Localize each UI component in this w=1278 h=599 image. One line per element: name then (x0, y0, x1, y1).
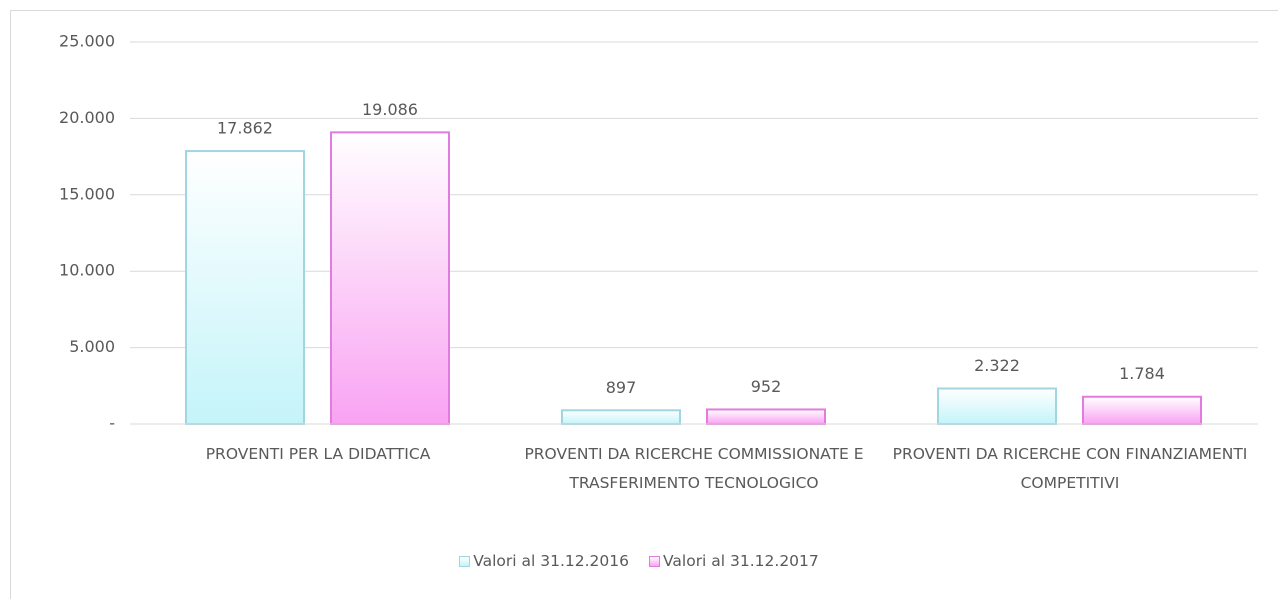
bar (561, 409, 681, 426)
x-tick-label: PROVENTI DA RICERCHE CON FINANZIAMENTI C… (892, 445, 1248, 492)
bar (1082, 395, 1202, 425)
bar (185, 150, 305, 425)
bar (330, 131, 450, 426)
y-tick-label: 25.000 (59, 32, 115, 51)
legend-item: Valori al 31.12.2016 (459, 552, 629, 570)
data-label: 19.086 (362, 100, 418, 119)
legend: Valori al 31.12.2016 Valori al 31.12.2017 (0, 552, 1278, 570)
legend-item: Valori al 31.12.2017 (649, 552, 819, 570)
y-tick-label: 20.000 (59, 108, 115, 127)
y-tick-label: 5.000 (69, 337, 115, 356)
legend-label: Valori al 31.12.2017 (663, 552, 819, 570)
y-tick-label: 10.000 (59, 261, 115, 280)
data-label: 17.862 (217, 119, 273, 138)
data-label: 897 (606, 378, 637, 397)
x-tick-label: PROVENTI PER LA DIDATTICA (205, 445, 431, 463)
legend-swatch (649, 555, 660, 567)
legend-label: Valori al 31.12.2016 (473, 552, 629, 570)
data-label: 952 (751, 377, 782, 396)
y-tick-label: - (109, 414, 115, 433)
chart-border (10, 10, 1278, 599)
data-label: 1.784 (1119, 364, 1165, 383)
bar (937, 387, 1057, 425)
x-tick-label: PROVENTI DA RICERCHE COMMISSIONATE E TRA… (524, 445, 864, 492)
bar (706, 408, 826, 425)
data-label: 2.322 (974, 356, 1020, 375)
y-tick-label: 15.000 (59, 184, 115, 203)
legend-swatch (459, 555, 471, 567)
